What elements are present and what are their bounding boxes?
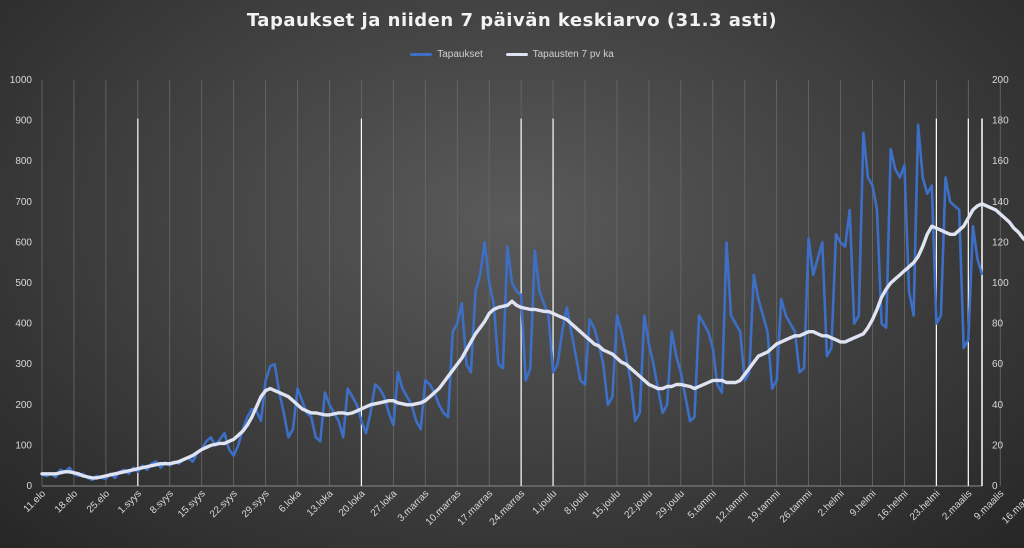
x-tick-label-18: 15.joulu bbox=[591, 488, 624, 521]
legend-swatch-series2 bbox=[505, 53, 528, 56]
x-tick-label-0: 11.elo bbox=[22, 488, 49, 515]
x-tick-label-16: 1.joulu bbox=[531, 488, 560, 517]
x-tick-label-17: 8.joulu bbox=[563, 488, 592, 517]
y-right-tick-label-5: 100 bbox=[992, 278, 1009, 289]
x-tick-label-2: 25.elo bbox=[85, 488, 112, 515]
y-left-tick-label-7: 700 bbox=[15, 197, 32, 208]
y-right-tick-label-6: 120 bbox=[992, 237, 1009, 248]
y-left-tick-label-5: 500 bbox=[15, 278, 32, 289]
x-tick-label-1: 18.elo bbox=[53, 488, 80, 515]
y-left-tick-label-4: 400 bbox=[15, 319, 32, 330]
y-left-tick-label-1: 100 bbox=[15, 440, 32, 451]
x-tick-label-7: 29.syys bbox=[240, 488, 272, 520]
y-right-tick-label-2: 40 bbox=[992, 400, 1004, 411]
y-right-tick-label-4: 80 bbox=[992, 319, 1004, 330]
legend-label-series1: Tapaukset bbox=[437, 49, 483, 60]
y-left-tick-label-8: 800 bbox=[15, 156, 32, 167]
y-right-tick-label-0: 0 bbox=[992, 481, 998, 492]
x-tick-label-29: 2.maalis bbox=[940, 488, 974, 522]
x-tick-label-9: 13.loka bbox=[305, 488, 336, 519]
x-tick-label-23: 19.tammi bbox=[746, 488, 783, 525]
legend-label-series2: Tapausten 7 pv ka bbox=[532, 49, 614, 60]
x-tick-label-11: 27.loka bbox=[369, 488, 400, 519]
x-tick-label-24: 26.tammi bbox=[778, 488, 815, 525]
y-right-tick-label-8: 160 bbox=[992, 156, 1009, 167]
chart-title: Tapaukset ja niiden 7 päivän keskiarvo (… bbox=[246, 10, 778, 31]
legend-item-series1: Tapaukset bbox=[410, 49, 483, 60]
y-right-tick-label-3: 60 bbox=[992, 359, 1004, 370]
x-tick-label-5: 15.syys bbox=[176, 488, 208, 520]
y-right-tick-label-9: 180 bbox=[992, 116, 1009, 127]
y-left-tick-label-3: 300 bbox=[15, 359, 32, 370]
y-right-tick-label-1: 20 bbox=[992, 440, 1004, 451]
x-tick-label-8: 6.loka bbox=[277, 488, 304, 515]
x-tick-label-20: 29.joulu bbox=[654, 488, 687, 521]
x-tick-label-22: 12.tammi bbox=[714, 488, 751, 525]
series-line-7pv-ka bbox=[40, 202, 1024, 480]
y-left-tick-label-2: 200 bbox=[15, 400, 32, 411]
x-tick-label-28: 23.helmi bbox=[908, 488, 943, 523]
x-tick-label-19: 22.joulu bbox=[622, 488, 655, 521]
x-tick-label-4: 8.syys bbox=[148, 488, 176, 516]
x-tick-label-25: 2.helmi bbox=[816, 488, 847, 519]
legend-item-series2: Tapausten 7 pv ka bbox=[505, 49, 614, 60]
y-left-tick-label-0: 0 bbox=[26, 481, 32, 492]
x-tick-label-27: 16.helmi bbox=[876, 488, 911, 523]
y-left-tick-label-9: 900 bbox=[15, 116, 32, 127]
y-right-tick-label-10: 200 bbox=[992, 75, 1009, 86]
chart-legend: Tapaukset Tapausten 7 pv ka bbox=[0, 48, 1024, 60]
y-right-tick-label-7: 140 bbox=[992, 197, 1009, 208]
y-left-tick-label-10: 1000 bbox=[10, 75, 33, 86]
x-tick-label-26: 9.helmi bbox=[848, 488, 879, 519]
x-tick-label-15: 24.marras bbox=[488, 488, 528, 528]
x-tick-label-10: 20.loka bbox=[337, 488, 368, 519]
y-left-tick-label-6: 600 bbox=[15, 237, 32, 248]
x-tick-label-6: 22.syys bbox=[208, 488, 240, 520]
x-tick-label-3: 1.syys bbox=[116, 488, 144, 516]
legend-swatch-series1 bbox=[410, 53, 433, 56]
